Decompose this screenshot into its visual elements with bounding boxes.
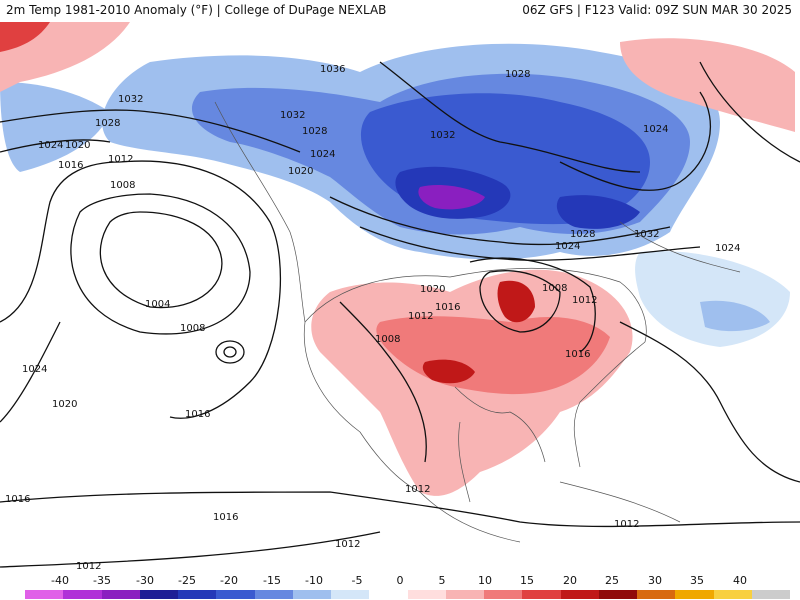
- legend-tick: 10: [478, 574, 492, 587]
- map-title: 2m Temp 1981-2010 Anomaly (°F) | College…: [6, 3, 387, 17]
- legend-tick: 5: [438, 574, 446, 587]
- colorbar: [25, 590, 790, 599]
- legend-tick: -30: [136, 574, 154, 587]
- isobar-label: 1024: [643, 124, 668, 135]
- legend-tick: -35: [93, 574, 111, 587]
- isobar-label: 1020: [65, 140, 90, 151]
- isobar-label: 1032: [280, 110, 305, 121]
- colorbar-swatch: [637, 590, 676, 599]
- isobar-label: 1012: [408, 311, 433, 322]
- isobar-label: 1012: [614, 519, 639, 530]
- isobar-label: 1032: [118, 94, 143, 105]
- legend-tick: -25: [178, 574, 196, 587]
- isobar-labels: 1036 1028 1032 1032 1028 1028 1024 1020 …: [5, 64, 740, 572]
- legend-tick: -40: [51, 574, 69, 587]
- isobar-label: 1020: [288, 166, 313, 177]
- isobar-label: 1016: [213, 512, 238, 523]
- model-run-info: 06Z GFS | F123 Valid: 09Z SUN MAR 30 202…: [522, 3, 792, 17]
- colorbar-swatch: [369, 590, 408, 599]
- colorbar-swatch: [598, 590, 637, 599]
- colorbar-swatch: [407, 590, 446, 599]
- isobar-label: 1032: [634, 229, 659, 240]
- isobars: [0, 61, 800, 568]
- isobar-label: 1020: [420, 284, 445, 295]
- color-legend: -40 -35 -30 -25 -20 -15 -10 -5 0 5 10 15…: [0, 574, 800, 600]
- colorbar-swatch: [713, 590, 752, 599]
- colorbar-swatch: [139, 590, 178, 599]
- isobar-label: 1024: [38, 140, 63, 151]
- colorbar-swatch: [331, 590, 370, 599]
- colorbar-swatch: [560, 590, 599, 599]
- legend-tick: 20: [563, 574, 577, 587]
- legend-tick: -15: [263, 574, 281, 587]
- header: 2m Temp 1981-2010 Anomaly (°F) | College…: [0, 0, 800, 22]
- colorbar-swatch: [178, 590, 217, 599]
- isobar-label: 1016: [58, 160, 83, 171]
- isobar-label: 1020: [52, 399, 77, 410]
- legend-tick: 15: [520, 574, 534, 587]
- isobar-label: 1012: [76, 561, 101, 572]
- isobar-label: 1036: [320, 64, 345, 75]
- colorbar-swatch: [751, 590, 790, 599]
- isobar-label: 1012: [335, 539, 360, 550]
- isobar-label: 1012: [108, 154, 133, 165]
- isobar-label: 1028: [505, 69, 530, 80]
- isobar-label: 1008: [375, 334, 400, 345]
- colorbar-swatch: [292, 590, 331, 599]
- colorbar-swatch: [25, 590, 64, 599]
- isobar-label: 1004: [145, 299, 170, 310]
- isobar-label: 1008: [542, 283, 567, 294]
- isobar-label: 1012: [572, 295, 597, 306]
- legend-tick: 30: [648, 574, 662, 587]
- colorbar-swatch: [216, 590, 255, 599]
- colorbar-swatch: [101, 590, 140, 599]
- anomaly-cold-region: [0, 43, 790, 347]
- isobar-label: 1016: [185, 409, 210, 420]
- colorbar-swatch: [484, 590, 523, 599]
- isobar-label: 1024: [310, 149, 335, 160]
- legend-tick: 25: [605, 574, 619, 587]
- colorbar-swatch: [675, 590, 714, 599]
- isobar-label: 1016: [435, 302, 460, 313]
- isobar-label: 1028: [302, 126, 327, 137]
- isobar-label: 1028: [570, 229, 595, 240]
- anomaly-warm-region: [0, 22, 795, 496]
- isobar-label: 1024: [715, 243, 740, 254]
- colorbar-swatch: [522, 590, 561, 599]
- geography-outlines: [214, 101, 741, 543]
- isobar-label: 1024: [22, 364, 47, 375]
- isobar-label: 1028: [95, 118, 120, 129]
- isobar-label: 1008: [110, 180, 135, 191]
- isobar-label: 1008: [180, 323, 205, 334]
- colorbar-swatch: [445, 590, 484, 599]
- legend-tick: 0: [396, 574, 404, 587]
- colorbar-swatch: [63, 590, 102, 599]
- legend-tick: -10: [305, 574, 323, 587]
- weather-map[interactable]: 1036 1028 1032 1032 1028 1028 1024 1020 …: [0, 22, 800, 574]
- isobar-label: 1032: [430, 130, 455, 141]
- legend-tick: 35: [690, 574, 704, 587]
- isobar-label: 1016: [5, 494, 30, 505]
- legend-tick: -20: [220, 574, 238, 587]
- legend-tick: 40: [733, 574, 747, 587]
- isobar-label: 1016: [565, 349, 590, 360]
- legend-tick: -5: [351, 574, 363, 587]
- colorbar-swatch: [254, 590, 293, 599]
- isobar-label: 1024: [555, 241, 580, 252]
- isobar-label: 1012: [405, 484, 430, 495]
